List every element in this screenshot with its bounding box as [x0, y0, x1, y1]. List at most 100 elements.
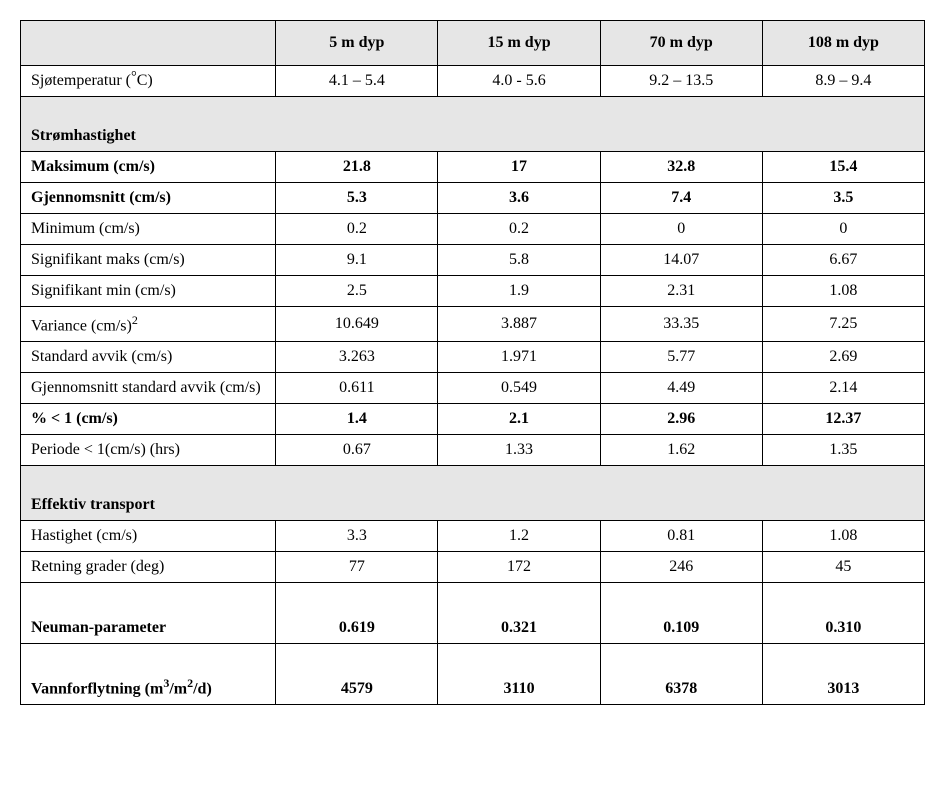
- cell-value: 5.3: [276, 183, 438, 214]
- section-row: Strømhastighet: [21, 97, 925, 152]
- row-label: Maksimum (cm/s): [21, 152, 276, 183]
- row-label: Signifikant min (cm/s): [21, 276, 276, 307]
- cell-value: 0.67: [276, 435, 438, 466]
- data-table: 5 m dyp 15 m dyp 70 m dyp 108 m dyp Sjøt…: [20, 20, 925, 705]
- header-blank: [21, 21, 276, 66]
- table-row: Hastighet (cm/s)3.31.20.811.08: [21, 521, 925, 552]
- table-row: Maksimum (cm/s)21.81732.815.4: [21, 152, 925, 183]
- cell-value: 17: [438, 152, 600, 183]
- cell-value: 4.1 – 5.4: [276, 66, 438, 97]
- cell-value: 0.310: [762, 583, 924, 644]
- cell-value: 3013: [762, 644, 924, 705]
- cell-value: 0.321: [438, 583, 600, 644]
- header-col-3: 70 m dyp: [600, 21, 762, 66]
- cell-value: 172: [438, 552, 600, 583]
- cell-value: 0.619: [276, 583, 438, 644]
- cell-value: 5.77: [600, 342, 762, 373]
- cell-value: 3.6: [438, 183, 600, 214]
- row-label: Neuman-parameter: [21, 583, 276, 644]
- cell-value: 0: [762, 214, 924, 245]
- cell-value: 1.2: [438, 521, 600, 552]
- cell-value: 4.49: [600, 373, 762, 404]
- cell-value: 2.5: [276, 276, 438, 307]
- section-label: Effektiv transport: [21, 466, 925, 521]
- row-label: Signifikant maks (cm/s): [21, 245, 276, 276]
- cell-value: 3.3: [276, 521, 438, 552]
- cell-value: 10.649: [276, 307, 438, 342]
- cell-value: 45: [762, 552, 924, 583]
- cell-value: 2.14: [762, 373, 924, 404]
- table-row: Signifikant min (cm/s)2.51.92.311.08: [21, 276, 925, 307]
- cell-value: 14.07: [600, 245, 762, 276]
- row-label: Gjennomsnitt standard avvik (cm/s): [21, 373, 276, 404]
- cell-value: 0.611: [276, 373, 438, 404]
- cell-value: 1.35: [762, 435, 924, 466]
- table-body: Sjøtemperatur (°C)4.1 – 5.44.0 - 5.69.2 …: [21, 66, 925, 705]
- cell-value: 4.0 - 5.6: [438, 66, 600, 97]
- row-label: % < 1 (cm/s): [21, 404, 276, 435]
- cell-value: 0.549: [438, 373, 600, 404]
- cell-value: 1.62: [600, 435, 762, 466]
- cell-value: 3.263: [276, 342, 438, 373]
- header-col-1: 5 m dyp: [276, 21, 438, 66]
- cell-value: 1.971: [438, 342, 600, 373]
- cell-value: 5.8: [438, 245, 600, 276]
- row-label: Minimum (cm/s): [21, 214, 276, 245]
- header-col-4: 108 m dyp: [762, 21, 924, 66]
- table-head: 5 m dyp 15 m dyp 70 m dyp 108 m dyp: [21, 21, 925, 66]
- table-row: Periode < 1(cm/s) (hrs)0.671.331.621.35: [21, 435, 925, 466]
- cell-value: 9.2 – 13.5: [600, 66, 762, 97]
- cell-value: 0.109: [600, 583, 762, 644]
- cell-value: 2.1: [438, 404, 600, 435]
- table-row: Gjennomsnitt (cm/s)5.33.67.43.5: [21, 183, 925, 214]
- cell-value: 0.81: [600, 521, 762, 552]
- table-row: Gjennomsnitt standard avvik (cm/s)0.6110…: [21, 373, 925, 404]
- cell-value: 12.37: [762, 404, 924, 435]
- table-row: Signifikant maks (cm/s)9.15.814.076.67: [21, 245, 925, 276]
- cell-value: 15.4: [762, 152, 924, 183]
- cell-value: 3.5: [762, 183, 924, 214]
- row-label: Sjøtemperatur (°C): [21, 66, 276, 97]
- cell-value: 2.96: [600, 404, 762, 435]
- cell-value: 8.9 – 9.4: [762, 66, 924, 97]
- cell-value: 0.2: [438, 214, 600, 245]
- row-label: Retning grader (deg): [21, 552, 276, 583]
- table-row: Retning grader (deg)7717224645: [21, 552, 925, 583]
- cell-value: 2.69: [762, 342, 924, 373]
- cell-value: 0.2: [276, 214, 438, 245]
- cell-value: 32.8: [600, 152, 762, 183]
- cell-value: 6378: [600, 644, 762, 705]
- row-label: Gjennomsnitt (cm/s): [21, 183, 276, 214]
- header-row: 5 m dyp 15 m dyp 70 m dyp 108 m dyp: [21, 21, 925, 66]
- cell-value: 3.887: [438, 307, 600, 342]
- header-col-2: 15 m dyp: [438, 21, 600, 66]
- row-label: Variance (cm/s)2: [21, 307, 276, 342]
- row-label: Hastighet (cm/s): [21, 521, 276, 552]
- table-row: Variance (cm/s)210.6493.88733.357.25: [21, 307, 925, 342]
- row-label: Periode < 1(cm/s) (hrs): [21, 435, 276, 466]
- table-row: % < 1 (cm/s)1.42.12.9612.37: [21, 404, 925, 435]
- row-label: Standard avvik (cm/s): [21, 342, 276, 373]
- cell-value: 1.9: [438, 276, 600, 307]
- section-row: Effektiv transport: [21, 466, 925, 521]
- cell-value: 3110: [438, 644, 600, 705]
- table-row: Neuman-parameter0.6190.3210.1090.310: [21, 583, 925, 644]
- cell-value: 21.8: [276, 152, 438, 183]
- cell-value: 1.33: [438, 435, 600, 466]
- cell-value: 7.4: [600, 183, 762, 214]
- row-label: Vannforflytning (m3/m2/d): [21, 644, 276, 705]
- cell-value: 0: [600, 214, 762, 245]
- cell-value: 4579: [276, 644, 438, 705]
- cell-value: 7.25: [762, 307, 924, 342]
- cell-value: 1.4: [276, 404, 438, 435]
- cell-value: 1.08: [762, 276, 924, 307]
- cell-value: 1.08: [762, 521, 924, 552]
- table-row: Standard avvik (cm/s)3.2631.9715.772.69: [21, 342, 925, 373]
- table-row: Sjøtemperatur (°C)4.1 – 5.44.0 - 5.69.2 …: [21, 66, 925, 97]
- cell-value: 77: [276, 552, 438, 583]
- table-row: Minimum (cm/s)0.20.200: [21, 214, 925, 245]
- cell-value: 246: [600, 552, 762, 583]
- cell-value: 9.1: [276, 245, 438, 276]
- section-label: Strømhastighet: [21, 97, 925, 152]
- cell-value: 2.31: [600, 276, 762, 307]
